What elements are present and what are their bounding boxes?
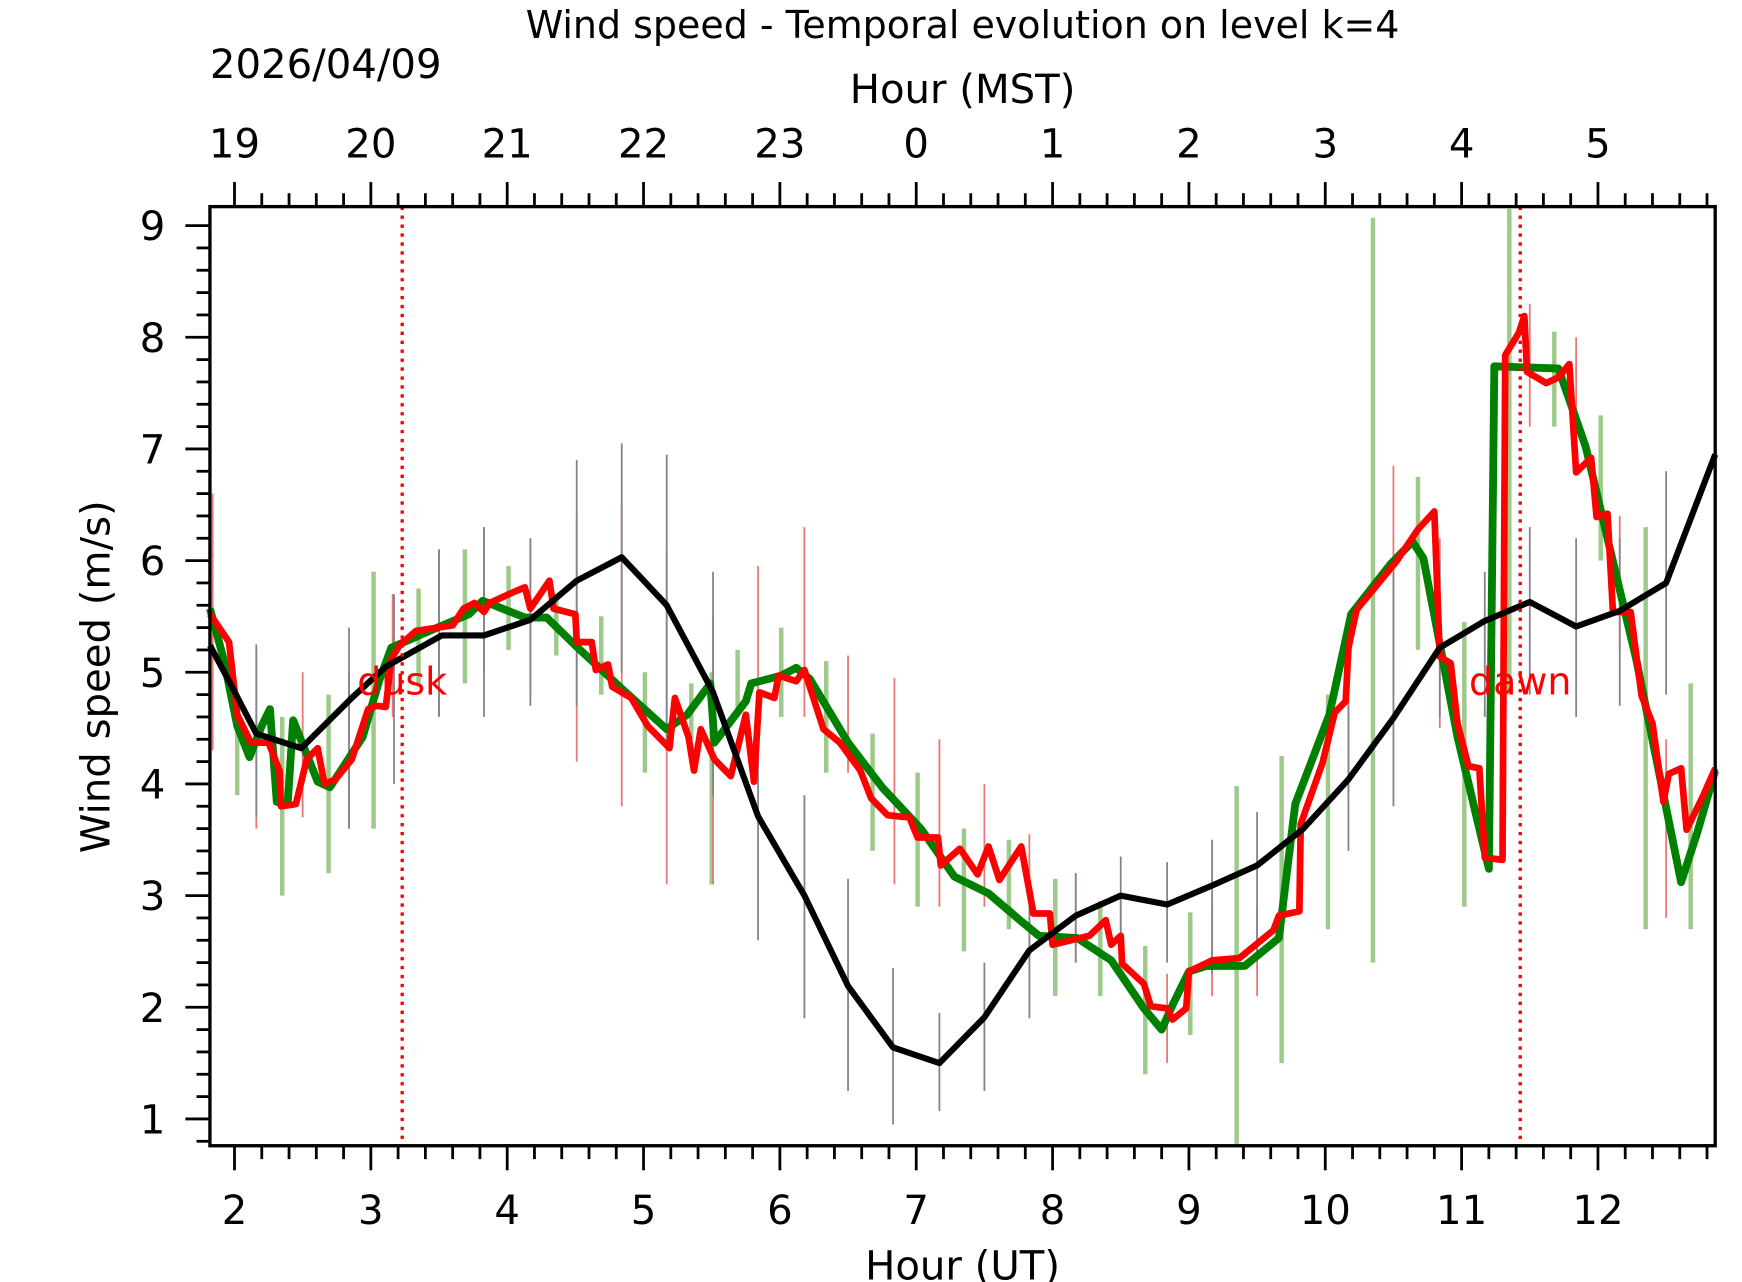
x2-tick-label: 5 (1585, 121, 1611, 167)
y-tick-label: 9 (140, 204, 166, 250)
dawn-label: dawn (1469, 660, 1571, 704)
y-tick-label: 2 (140, 986, 166, 1032)
y-tick-label: 4 (140, 762, 166, 808)
x-tick-label: 10 (1300, 1188, 1351, 1234)
event-markers: dusk dawn (357, 206, 1571, 1146)
black-series-line (207, 453, 1719, 1067)
x2-tick-label: 20 (345, 121, 396, 167)
x-tick-label: 5 (631, 1188, 657, 1234)
top-axis-label: Hour (MST) (850, 67, 1076, 113)
x-tick-label: 2 (222, 1188, 248, 1234)
plot-frame (208, 204, 1717, 1148)
x2-tick-label: 22 (618, 121, 669, 167)
series-lines (206, 312, 1719, 1067)
x-tick-label: 12 (1572, 1188, 1623, 1234)
y-tick-label: 1 (140, 1097, 166, 1143)
y-tick-label: 6 (140, 539, 166, 585)
x2-tick-label: 19 (209, 121, 260, 167)
x-tick-label: 3 (358, 1188, 384, 1234)
x2-tick-label: 23 (754, 121, 805, 167)
y-tick-label: 5 (140, 651, 166, 697)
x2-tick-label: 2 (1176, 121, 1202, 167)
x-tick-label: 7 (903, 1188, 929, 1234)
chart-title: Wind speed - Temporal evolution on level… (526, 3, 1400, 47)
x2-tick-label: 1 (1040, 121, 1066, 167)
x2-tick-label: 4 (1449, 121, 1475, 167)
x-tick-label: 4 (494, 1188, 520, 1234)
x-tick-label: 6 (767, 1188, 793, 1234)
y-tick-label: 7 (140, 427, 166, 473)
x-tick-label: 9 (1176, 1188, 1202, 1234)
x2-tick-label: 3 (1312, 121, 1338, 167)
y-axis-label: Wind speed (m/s) (73, 500, 119, 853)
red-series-line (207, 312, 1719, 1023)
x2-tick-label: 21 (482, 121, 533, 167)
date-label: 2026/04/09 (210, 42, 442, 88)
x2-tick-label: 0 (903, 121, 929, 167)
x-tick-label: 8 (1040, 1188, 1066, 1234)
x-tick-label: 11 (1436, 1188, 1487, 1234)
y-tick-label: 8 (140, 316, 166, 362)
y-tick-label: 3 (140, 874, 166, 920)
dusk-label: dusk (357, 660, 447, 704)
x-axis-label: Hour (UT) (865, 1244, 1060, 1282)
